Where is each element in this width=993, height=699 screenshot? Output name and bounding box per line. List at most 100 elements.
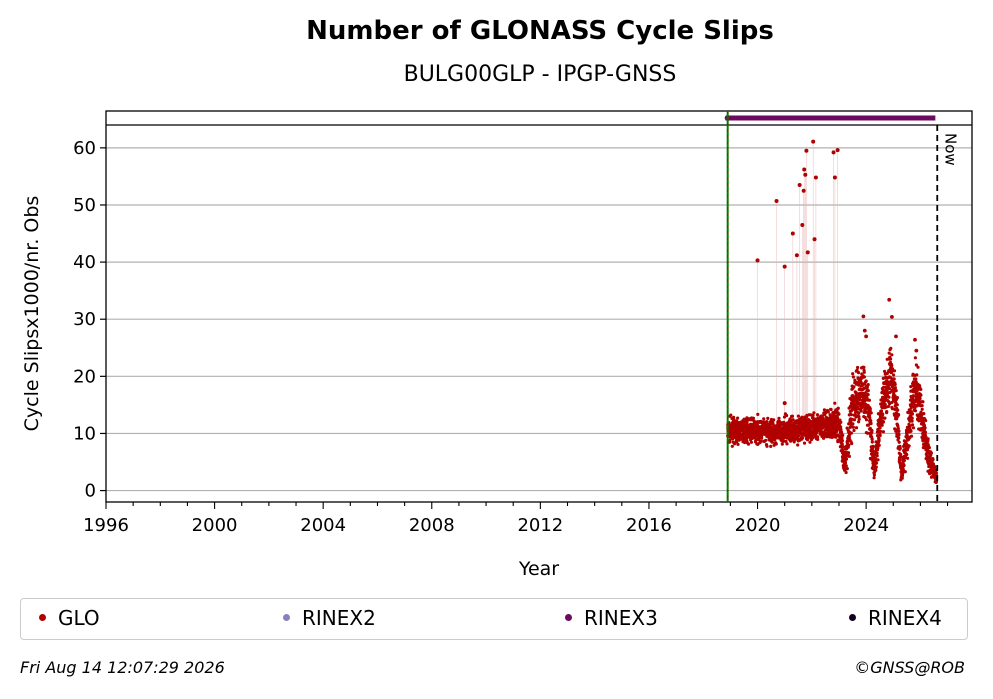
glo-point bbox=[730, 444, 734, 448]
glo-point bbox=[913, 406, 917, 410]
glo-outlier bbox=[755, 258, 760, 263]
glo-point bbox=[883, 416, 887, 420]
glo-point bbox=[909, 434, 914, 438]
glo-point bbox=[796, 443, 800, 447]
glo-point bbox=[864, 418, 869, 422]
glo-point bbox=[881, 430, 886, 434]
glo-point bbox=[851, 372, 855, 376]
glo-point bbox=[856, 365, 860, 370]
glo-point bbox=[887, 404, 891, 408]
glo-point bbox=[889, 346, 893, 350]
glo-point bbox=[825, 435, 829, 439]
glo-point bbox=[857, 411, 861, 415]
glo-point bbox=[764, 438, 768, 442]
glo-outlier bbox=[811, 139, 816, 144]
glo-point bbox=[861, 405, 865, 409]
glo-point bbox=[919, 393, 923, 397]
glo-point bbox=[887, 386, 892, 391]
glo-point bbox=[728, 438, 732, 442]
y-tick-label: 20 bbox=[73, 366, 96, 387]
glo-point bbox=[876, 458, 880, 462]
glo-point bbox=[889, 376, 893, 380]
glo-point bbox=[918, 396, 922, 401]
x-tick-label: 1996 bbox=[83, 515, 129, 536]
glo-point bbox=[925, 454, 929, 458]
glo-point bbox=[915, 373, 919, 377]
glo-point bbox=[875, 451, 879, 455]
glo-point bbox=[773, 438, 777, 442]
glo-point bbox=[913, 409, 918, 413]
x-tick-label: 2000 bbox=[192, 515, 238, 536]
glo-point bbox=[867, 398, 872, 402]
glo-outlier bbox=[782, 401, 787, 406]
glo-point bbox=[934, 471, 939, 475]
glo-point bbox=[802, 441, 807, 445]
legend-item-rinex3: RINEX3 bbox=[565, 607, 658, 629]
glo-point bbox=[871, 444, 875, 448]
glo-point bbox=[897, 436, 901, 440]
glo-point bbox=[900, 476, 904, 480]
glo-point bbox=[916, 365, 920, 369]
glo-point bbox=[929, 451, 934, 455]
glo-point bbox=[883, 369, 887, 373]
glo-point bbox=[856, 371, 861, 375]
glo-point bbox=[889, 357, 893, 361]
glo-point bbox=[895, 417, 899, 421]
glo-point bbox=[829, 407, 833, 412]
glo-point bbox=[845, 467, 849, 471]
x-tick-label: 2024 bbox=[843, 515, 889, 536]
y-tick-label: 50 bbox=[73, 195, 96, 216]
glo-point bbox=[866, 389, 870, 393]
glo-point bbox=[914, 395, 918, 399]
footer-timestamp: Fri Aug 14 12:07:29 2026 bbox=[20, 658, 225, 677]
glo-outlier bbox=[782, 264, 787, 269]
glo-outlier bbox=[802, 167, 807, 172]
legend-label-rinex4: RINEX4 bbox=[868, 606, 942, 630]
glo-point bbox=[843, 461, 848, 465]
glo-point bbox=[923, 426, 927, 430]
glo-point bbox=[933, 465, 937, 469]
glo-point bbox=[922, 412, 926, 416]
glo-point bbox=[855, 368, 859, 372]
glo-point bbox=[836, 406, 840, 410]
glo-point bbox=[868, 407, 872, 411]
glo-point bbox=[844, 457, 849, 461]
glo-point bbox=[920, 407, 924, 411]
glo-point bbox=[852, 385, 856, 389]
x-tick-label: 2012 bbox=[517, 515, 563, 536]
glo-point bbox=[785, 413, 789, 418]
glo-point bbox=[768, 423, 772, 427]
glo-point bbox=[913, 356, 918, 360]
glo-point bbox=[902, 459, 906, 463]
chart: 0 10 20 30 40 50 60 1996 2000 2004 2008 2012 2016 202… bbox=[21, 110, 973, 580]
glo-point bbox=[887, 351, 891, 355]
glo-outlier bbox=[797, 182, 802, 187]
glo-point bbox=[796, 414, 801, 418]
glo-point bbox=[745, 421, 749, 425]
glo-point bbox=[840, 436, 844, 440]
glo-point bbox=[868, 416, 872, 420]
glo-point bbox=[774, 442, 778, 446]
glo-point bbox=[911, 426, 916, 430]
glo-point bbox=[805, 413, 809, 417]
glo-point bbox=[862, 375, 867, 379]
glo-point bbox=[893, 386, 898, 390]
glo-point bbox=[874, 461, 879, 465]
glo-point bbox=[859, 409, 863, 413]
glo-point bbox=[920, 413, 924, 418]
glo-point bbox=[881, 412, 885, 416]
glo-point bbox=[881, 420, 886, 424]
glo-point bbox=[858, 397, 862, 402]
glo-point bbox=[910, 416, 914, 420]
glo-point bbox=[887, 383, 891, 387]
glo-point bbox=[874, 468, 878, 472]
glo-point bbox=[903, 470, 907, 474]
glo-point bbox=[892, 373, 896, 377]
glo-point bbox=[857, 415, 861, 419]
glo-point bbox=[836, 416, 840, 420]
glo-point bbox=[782, 439, 786, 443]
glo-point bbox=[910, 419, 914, 423]
y-tick-label: 60 bbox=[73, 138, 96, 159]
y-tick-label: 40 bbox=[73, 252, 96, 273]
glo-point bbox=[851, 425, 856, 429]
